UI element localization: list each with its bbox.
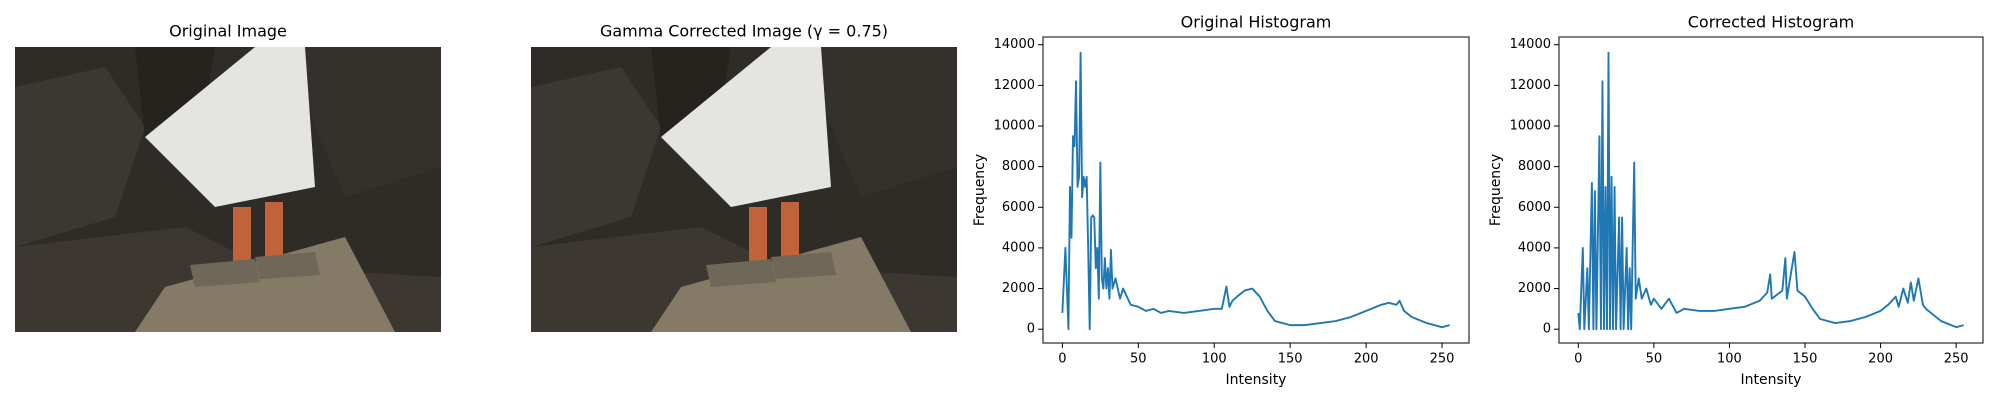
- y-tick-label: 8000: [1518, 159, 1551, 174]
- image-title: Gamma Corrected Image (γ = 0.75): [600, 22, 888, 41]
- image-title: Original Image: [169, 22, 287, 41]
- y-tick-label: 8000: [1002, 159, 1035, 174]
- x-tick-label: 100: [1202, 352, 1227, 367]
- y-tick-label: 6000: [1518, 200, 1551, 215]
- y-axis-label: Frequency: [972, 154, 988, 226]
- original-image: [15, 47, 441, 332]
- y-tick-label: 10000: [1510, 118, 1551, 133]
- x-tick-label: 0: [1058, 352, 1066, 367]
- x-tick-label: 0: [1574, 352, 1582, 367]
- y-tick-label: 2000: [1518, 281, 1551, 296]
- x-tick-label: 250: [1944, 352, 1969, 367]
- x-axis-label: Intensity: [1741, 372, 1802, 388]
- y-axis-label: Frequency: [1488, 154, 1504, 226]
- corrected-image: [531, 47, 957, 332]
- chart-title: Corrected Histogram: [1688, 13, 1854, 32]
- x-tick-label: 250: [1430, 352, 1455, 367]
- x-tick-label: 150: [1793, 352, 1818, 367]
- y-tick-label: 12000: [994, 78, 1035, 93]
- x-tick-label: 50: [1646, 352, 1663, 367]
- x-axis-label: Intensity: [1226, 372, 1287, 388]
- chart-title: Original Histogram: [1181, 13, 1332, 32]
- y-tick-label: 2000: [1002, 281, 1035, 296]
- axes-frame: [1042, 36, 1470, 344]
- x-tick-label: 200: [1354, 352, 1379, 367]
- y-tick-label: 14000: [994, 37, 1035, 52]
- y-tick-label: 4000: [1518, 240, 1551, 255]
- y-tick-label: 0: [1543, 322, 1551, 337]
- axes-frame: [1558, 36, 1984, 344]
- histogram-line: [1577, 51, 1964, 331]
- histogram-line: [1061, 51, 1450, 331]
- y-tick-label: 0: [1027, 322, 1035, 337]
- x-tick-label: 200: [1868, 352, 1893, 367]
- y-tick-label: 12000: [1510, 78, 1551, 93]
- y-tick-label: 10000: [994, 118, 1035, 133]
- y-tick-label: 14000: [1510, 37, 1551, 52]
- x-tick-label: 100: [1717, 352, 1742, 367]
- y-tick-label: 4000: [1002, 240, 1035, 255]
- x-tick-label: 150: [1278, 352, 1303, 367]
- y-tick-label: 6000: [1002, 200, 1035, 215]
- x-tick-label: 50: [1130, 352, 1147, 367]
